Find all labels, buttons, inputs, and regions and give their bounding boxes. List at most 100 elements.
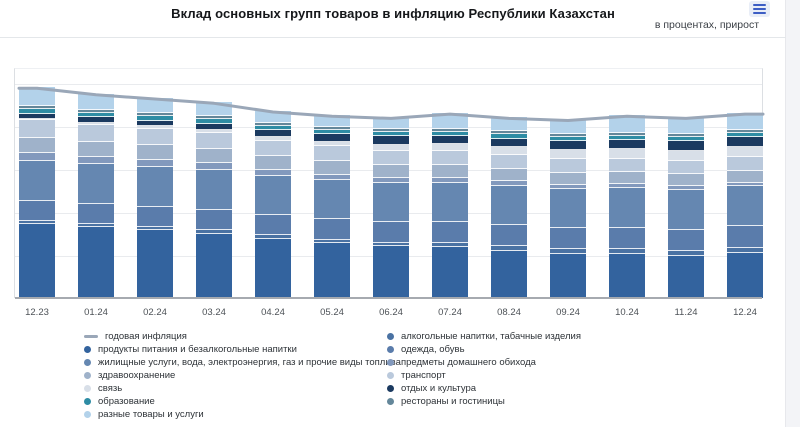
bar-segment[interactable]	[668, 140, 704, 151]
legend-item[interactable]: разные товары и услуги	[84, 408, 401, 421]
bar-segment[interactable]	[19, 153, 55, 162]
bar-segment[interactable]	[550, 249, 586, 254]
stacked-bar-12.24[interactable]	[727, 113, 763, 298]
bar-segment[interactable]	[137, 129, 173, 146]
bar-segment[interactable]	[668, 136, 704, 141]
bar-segment[interactable]	[668, 189, 704, 230]
bar-segment[interactable]	[255, 176, 291, 216]
bar-segment[interactable]	[609, 227, 645, 250]
bar-segment[interactable]	[432, 177, 468, 183]
bar-segment[interactable]	[432, 144, 468, 151]
bar-segment[interactable]	[727, 252, 763, 298]
bar-segment[interactable]	[137, 120, 173, 127]
bar-segment[interactable]	[78, 117, 114, 123]
bar-segment[interactable]	[137, 126, 173, 130]
bar-segment[interactable]	[196, 149, 232, 164]
bar-segment[interactable]	[196, 170, 232, 210]
legend-item[interactable]: продукты питания и безалкогольные напитк…	[84, 343, 401, 356]
bar-segment[interactable]	[668, 117, 704, 134]
bar-segment[interactable]	[727, 146, 763, 158]
bar-segment[interactable]	[314, 134, 350, 142]
bar-segment[interactable]	[19, 221, 55, 224]
stacked-bar-04.24[interactable]	[255, 111, 291, 298]
bar-segment[interactable]	[255, 170, 291, 177]
bar-segment[interactable]	[137, 98, 173, 113]
bar-segment[interactable]	[491, 181, 527, 186]
bar-segment[interactable]	[609, 249, 645, 254]
bar-segment[interactable]	[19, 105, 55, 109]
bar-segment[interactable]	[314, 219, 350, 240]
bar-segment[interactable]	[78, 141, 114, 157]
bar-segment[interactable]	[78, 164, 114, 204]
bar-segment[interactable]	[255, 130, 291, 138]
bar-segment[interactable]	[609, 135, 645, 140]
bar-segment[interactable]	[727, 186, 763, 227]
bar-segment[interactable]	[314, 239, 350, 244]
bar-segment[interactable]	[727, 170, 763, 183]
bar-segment[interactable]	[727, 157, 763, 171]
bar-segment[interactable]	[668, 251, 704, 257]
bar-segment[interactable]	[196, 230, 232, 234]
stacked-bar-08.24[interactable]	[491, 117, 527, 298]
bar-segment[interactable]	[609, 139, 645, 150]
bar-segment[interactable]	[19, 87, 55, 106]
bar-segment[interactable]	[255, 137, 291, 141]
stacked-bar-07.24[interactable]	[432, 113, 468, 298]
bar-segment[interactable]	[432, 128, 468, 132]
bar-segment[interactable]	[609, 158, 645, 173]
bar-segment[interactable]	[19, 137, 55, 154]
bar-segment[interactable]	[491, 154, 527, 169]
bar-segment[interactable]	[727, 136, 763, 147]
bar-segment[interactable]	[19, 113, 55, 119]
bar-segment[interactable]	[137, 115, 173, 121]
bar-segment[interactable]	[314, 243, 350, 298]
bar-segment[interactable]	[373, 136, 409, 145]
bar-segment[interactable]	[668, 174, 704, 187]
bar-segment[interactable]	[491, 225, 527, 247]
bar-segment[interactable]	[373, 132, 409, 137]
bar-segment[interactable]	[727, 129, 763, 133]
bar-segment[interactable]	[609, 132, 645, 136]
bar-segment[interactable]	[78, 224, 114, 228]
bar-segment[interactable]	[196, 123, 232, 131]
legend-item[interactable]: транспорт	[387, 369, 581, 382]
bar-segment[interactable]	[78, 93, 114, 110]
bar-segment[interactable]	[668, 229, 704, 252]
bar-segment[interactable]	[314, 115, 350, 128]
bar-segment[interactable]	[373, 129, 409, 133]
bar-segment[interactable]	[78, 109, 114, 113]
bar-segment[interactable]	[19, 108, 55, 114]
bar-segment[interactable]	[668, 133, 704, 137]
legend-item[interactable]: здравоохранение	[84, 369, 401, 382]
bar-segment[interactable]	[609, 172, 645, 184]
legend-item[interactable]: рестораны и гостиницы	[387, 395, 581, 408]
bar-segment[interactable]	[314, 174, 350, 181]
bar-segment[interactable]	[491, 168, 527, 182]
bar-segment[interactable]	[432, 165, 468, 178]
bar-segment[interactable]	[550, 188, 586, 229]
stacked-bar-10.24[interactable]	[609, 115, 645, 298]
bar-segment[interactable]	[491, 117, 527, 132]
bar-segment[interactable]	[373, 183, 409, 223]
bar-segment[interactable]	[609, 187, 645, 228]
bar-segment[interactable]	[137, 167, 173, 207]
bar-segment[interactable]	[432, 243, 468, 248]
bar-segment[interactable]	[78, 156, 114, 165]
stacked-bar-03.24[interactable]	[196, 102, 232, 298]
stacked-bar-06.24[interactable]	[373, 117, 409, 298]
bar-segment[interactable]	[137, 112, 173, 116]
legend-item[interactable]: алкогольные напитки, табачные изделия	[387, 330, 581, 343]
bar-segment[interactable]	[78, 122, 114, 125]
legend-item[interactable]: одежда, обувь	[387, 343, 581, 356]
legend-item[interactable]: связь	[84, 382, 401, 395]
bar-segment[interactable]	[727, 247, 763, 253]
bar-segment[interactable]	[19, 120, 55, 138]
bar-segment[interactable]	[373, 144, 409, 151]
bar-segment[interactable]	[491, 131, 527, 135]
stacked-bar-05.24[interactable]	[314, 115, 350, 298]
bar-segment[interactable]	[373, 222, 409, 243]
bar-segment[interactable]	[727, 182, 763, 187]
bar-segment[interactable]	[196, 130, 232, 134]
bar-segment[interactable]	[314, 141, 350, 147]
bar-segment[interactable]	[432, 182, 468, 223]
